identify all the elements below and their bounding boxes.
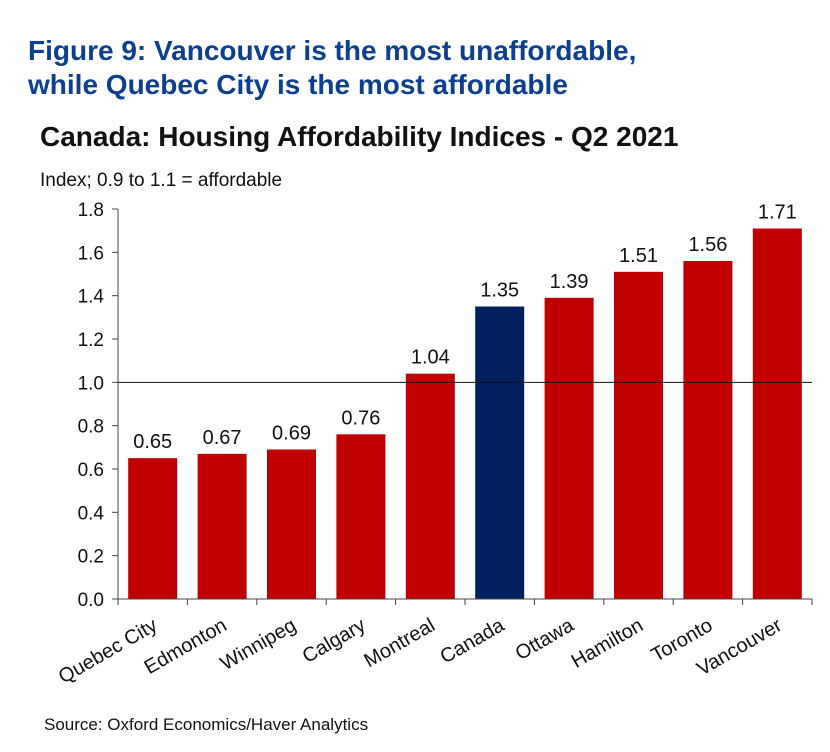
bar xyxy=(544,297,594,599)
chart-title: Canada: Housing Affordability Indices - … xyxy=(40,121,679,152)
bar xyxy=(683,261,733,599)
data-label: 0.65 xyxy=(133,431,172,453)
y-tick-label: 1.6 xyxy=(78,243,104,264)
data-label: 1.56 xyxy=(688,234,727,256)
source-note: Source: Oxford Economics/Haver Analytics xyxy=(44,715,369,734)
figure-title-line-2: while Quebec City is the most affordable xyxy=(28,69,568,100)
bar xyxy=(128,458,178,599)
data-label: 0.76 xyxy=(341,407,380,429)
bar xyxy=(405,373,455,599)
bar xyxy=(752,228,802,599)
chart-subtitle: Index; 0.9 to 1.1 = affordable xyxy=(40,170,283,191)
x-tick-label: Montreal xyxy=(360,614,438,672)
bar xyxy=(336,434,386,599)
data-label: 1.71 xyxy=(758,202,797,224)
y-tick-label: 0.8 xyxy=(78,417,104,438)
bars: 0.65 0.67 0.69 0.76 1.04 1.35 1.39 1.51 1.56 1.71 xyxy=(118,202,812,599)
y-tick-label: 1.4 xyxy=(78,287,105,308)
figure-title: Figure 9: Vancouver is the most unafford… xyxy=(28,34,818,102)
x-tick-label: Quebec City xyxy=(55,614,161,688)
figure-title-line-1: Figure 9: Vancouver is the most unafford… xyxy=(28,35,637,66)
y-axis: 0.0 0.2 0.4 0.6 0.8 1.0 1.2 1.4 1.6 1.8 xyxy=(78,200,119,611)
y-tick-label: 0.4 xyxy=(78,503,105,524)
data-label: 1.39 xyxy=(550,271,589,293)
bar xyxy=(267,449,316,599)
x-tick-label: Winnipeg xyxy=(217,614,300,675)
bar xyxy=(475,306,525,599)
data-label: 1.51 xyxy=(619,245,658,267)
y-tick-label: 1.2 xyxy=(78,330,104,351)
y-tick-label: 0.6 xyxy=(78,460,104,481)
y-tick-label: 1.8 xyxy=(78,200,104,221)
data-label: 1.04 xyxy=(411,347,450,369)
data-label: 1.35 xyxy=(480,280,519,302)
bar xyxy=(614,271,663,599)
y-tick-label: 0.0 xyxy=(78,590,104,611)
x-tick-label: Hamilton xyxy=(568,614,647,673)
x-axis: Quebec CityEdmontonWinnipegCalgaryMontre… xyxy=(55,598,813,688)
x-tick-label: Canada xyxy=(437,614,509,669)
y-tick-label: 1.0 xyxy=(78,373,104,394)
data-label: 0.67 xyxy=(203,427,242,449)
x-tick-label: Calgary xyxy=(299,614,370,668)
bar-chart: 0.00.20.40.60.81.01.21.41.61.8 0.65 0.67 0… xyxy=(55,200,813,688)
x-tick-label: Ottawa xyxy=(512,614,579,665)
data-label: 0.69 xyxy=(272,423,311,445)
bar xyxy=(197,453,247,599)
y-tick-label: 0.2 xyxy=(78,547,104,568)
